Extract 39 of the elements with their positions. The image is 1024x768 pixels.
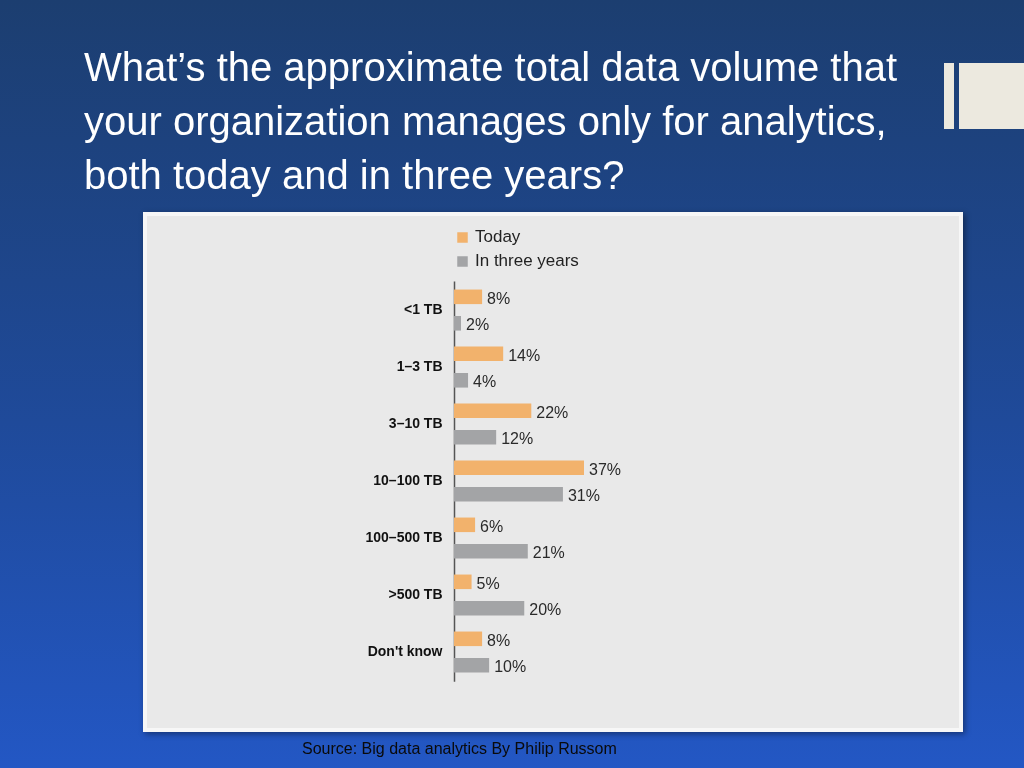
y-tick-label: 10–100 TB	[373, 472, 443, 489]
bar	[454, 403, 532, 419]
data-label: 2%	[466, 316, 490, 334]
y-tick-label: 100–500 TB	[365, 529, 443, 546]
y-tick-label: 3–10 TB	[388, 415, 443, 432]
bar	[454, 517, 476, 533]
bar	[454, 316, 462, 331]
data-label: 6%	[480, 517, 504, 535]
data-label: 21%	[532, 544, 565, 562]
y-tick-label: <1 TB	[404, 301, 443, 318]
data-label: 4%	[473, 373, 497, 391]
chart-title: What’s the approximate total data volume that your organization manages only for analytics, both today and in three years?	[84, 44, 899, 199]
y-tick-label: 1–3 TB	[396, 358, 443, 375]
data-label: 8%	[487, 631, 511, 649]
bar	[454, 544, 528, 559]
bar	[454, 289, 483, 305]
data-label: 14%	[508, 346, 541, 364]
data-label: 12%	[501, 430, 534, 448]
bar	[454, 574, 472, 590]
source-note: Source: Big data analytics By Philip Russom	[302, 740, 617, 758]
legend-label: Today	[475, 227, 521, 247]
legend-label: In three years	[475, 251, 579, 271]
y-tick-label: Don't know	[367, 643, 443, 660]
data-label: 20%	[529, 601, 562, 619]
bar	[454, 430, 497, 445]
bar	[454, 601, 525, 616]
data-label: 31%	[567, 487, 600, 505]
bar	[454, 346, 504, 362]
data-label: 8%	[487, 289, 511, 307]
data-label: 37%	[589, 460, 621, 478]
bar	[454, 373, 469, 388]
bar	[454, 487, 563, 502]
data-label: 10%	[494, 658, 527, 676]
bar	[454, 631, 483, 647]
bar	[454, 658, 490, 673]
y-tick-label: >500 TB	[388, 586, 443, 603]
bar	[454, 460, 584, 476]
data-label: 22%	[536, 403, 569, 421]
data-label: 5%	[476, 574, 500, 592]
